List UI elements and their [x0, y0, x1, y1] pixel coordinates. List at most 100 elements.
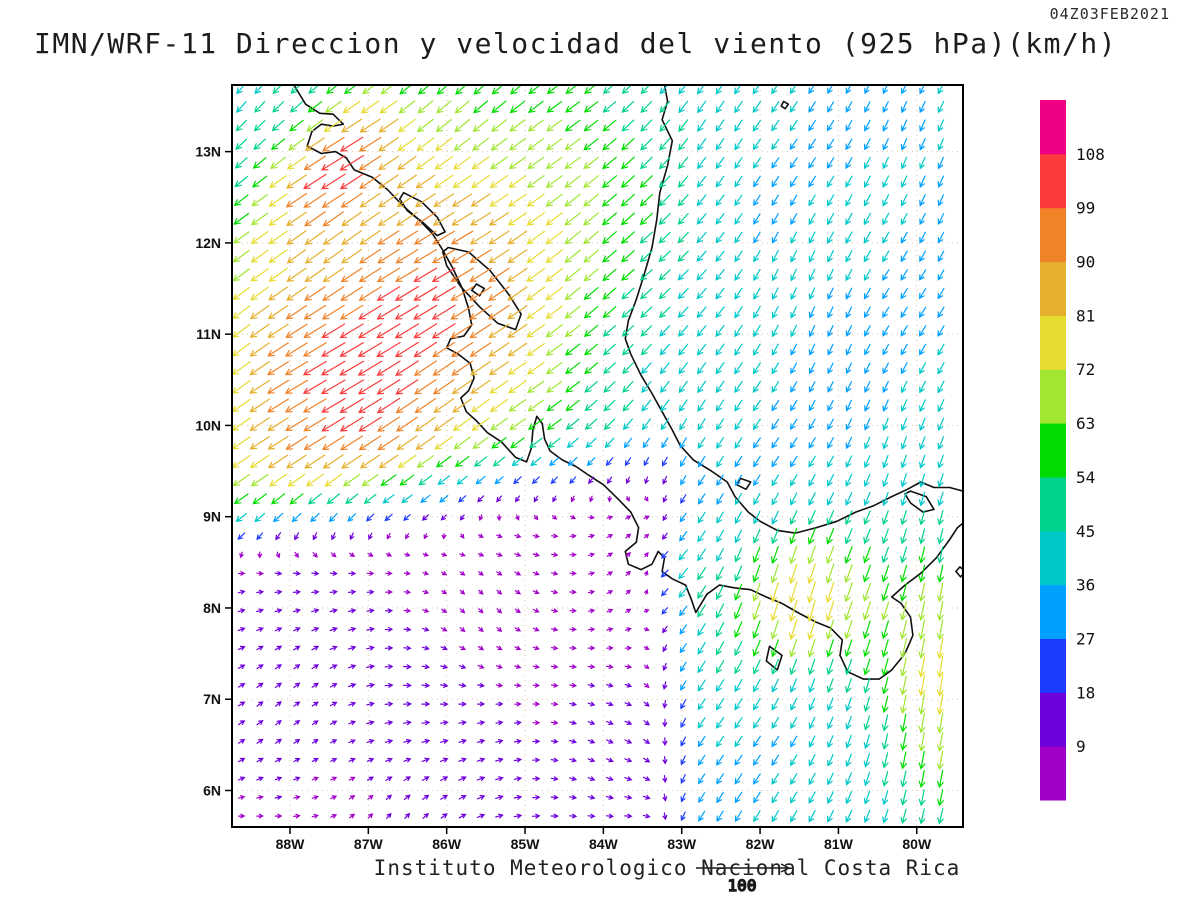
wind-vector [900, 250, 908, 263]
wind-vector [471, 156, 490, 170]
wind-vector [715, 698, 725, 711]
wind-vector [235, 119, 247, 132]
wind-vector [583, 287, 599, 301]
wind-vector [583, 249, 599, 263]
wind-vector [680, 811, 686, 822]
wind-vector [918, 637, 926, 660]
wind-vector [414, 397, 437, 414]
wind-vector [624, 776, 633, 782]
wind-vector [790, 754, 798, 767]
wind-vector [439, 738, 449, 744]
wind-vector [621, 138, 635, 151]
wind-vector [312, 532, 318, 541]
wind-vector [789, 528, 798, 545]
wind-vector [341, 454, 363, 469]
wind-vector [715, 85, 724, 95]
wind-vector [937, 454, 944, 469]
wind-vector [402, 701, 412, 707]
wind-vector [291, 512, 302, 523]
wind-vector [808, 212, 816, 226]
wind-vector [625, 515, 632, 520]
wind-vector [771, 119, 780, 132]
wind-vector [269, 175, 287, 189]
wind-vector [477, 552, 485, 557]
wind-vector [403, 645, 412, 651]
wind-vector [678, 567, 689, 580]
wind-vector [237, 589, 246, 595]
wind-vector [587, 627, 596, 632]
wind-vector [601, 212, 617, 226]
wind-vector [488, 342, 510, 357]
colorbar-segment [1040, 207, 1066, 263]
wind-vector [881, 733, 889, 751]
wind-vector [234, 157, 248, 169]
wind-vector [476, 757, 486, 763]
wind-vector [550, 476, 558, 485]
wind-vector [340, 286, 363, 301]
wind-vector [640, 138, 653, 151]
wind-vector [403, 514, 411, 522]
wind-vector [545, 249, 563, 264]
wind-vector [808, 418, 816, 431]
wind-vector [882, 380, 889, 394]
wind-vector [357, 360, 383, 376]
wind-vector [293, 776, 301, 782]
y-axis-label: 9N [203, 509, 221, 525]
wind-vector [348, 701, 357, 707]
wind-vector [341, 211, 363, 227]
wind-vector [662, 644, 668, 653]
wind-vector [605, 813, 615, 819]
wind-vector [790, 213, 798, 226]
wind-vector [514, 645, 522, 651]
wind-vector [900, 119, 908, 132]
wind-vector [414, 379, 437, 395]
wind-vector [882, 473, 889, 488]
wind-vector [546, 399, 562, 412]
wind-vector [324, 100, 342, 113]
colorbar-segment [1040, 584, 1066, 639]
wind-vector [513, 476, 522, 485]
wind-vector [807, 527, 816, 545]
wind-vector [256, 645, 264, 651]
wind-vector [495, 813, 504, 819]
wind-vector [360, 100, 380, 114]
wind-vector [459, 627, 466, 632]
wind-vector [583, 101, 599, 113]
wind-vector [900, 436, 907, 450]
wind-vector [293, 645, 301, 651]
wind-vector [734, 324, 743, 338]
wind-vector [289, 101, 303, 113]
wind-vector [405, 533, 410, 540]
wind-vector [937, 436, 945, 450]
wind-vector [293, 701, 301, 707]
wind-vector [292, 589, 302, 595]
wind-vector [752, 582, 761, 602]
wind-vector [697, 698, 706, 711]
wind-vector [513, 794, 523, 800]
wind-vector [254, 101, 266, 113]
wind-vector [919, 473, 926, 488]
wind-vector [845, 362, 852, 375]
wind-vector [284, 342, 308, 357]
wind-vector [366, 757, 375, 763]
wind-vector [881, 714, 889, 732]
wind-vector [490, 156, 508, 170]
wind-vector [808, 658, 816, 676]
wind-vector [329, 589, 338, 595]
wind-vector [715, 679, 725, 693]
wind-vector [533, 514, 539, 521]
wind-vector [640, 119, 653, 132]
wind-vector [235, 138, 248, 150]
wind-vector [845, 175, 853, 188]
wind-vector [937, 194, 944, 207]
wind-vector [413, 323, 438, 339]
wind-vector [432, 379, 455, 395]
wind-vector [274, 645, 283, 651]
wind-vector [752, 138, 761, 151]
wind-vector [569, 720, 578, 725]
wind-vector [789, 437, 798, 449]
wind-vector [267, 417, 289, 432]
wind-vector [349, 552, 356, 558]
wind-vector [680, 680, 687, 691]
wind-vector [639, 269, 653, 281]
